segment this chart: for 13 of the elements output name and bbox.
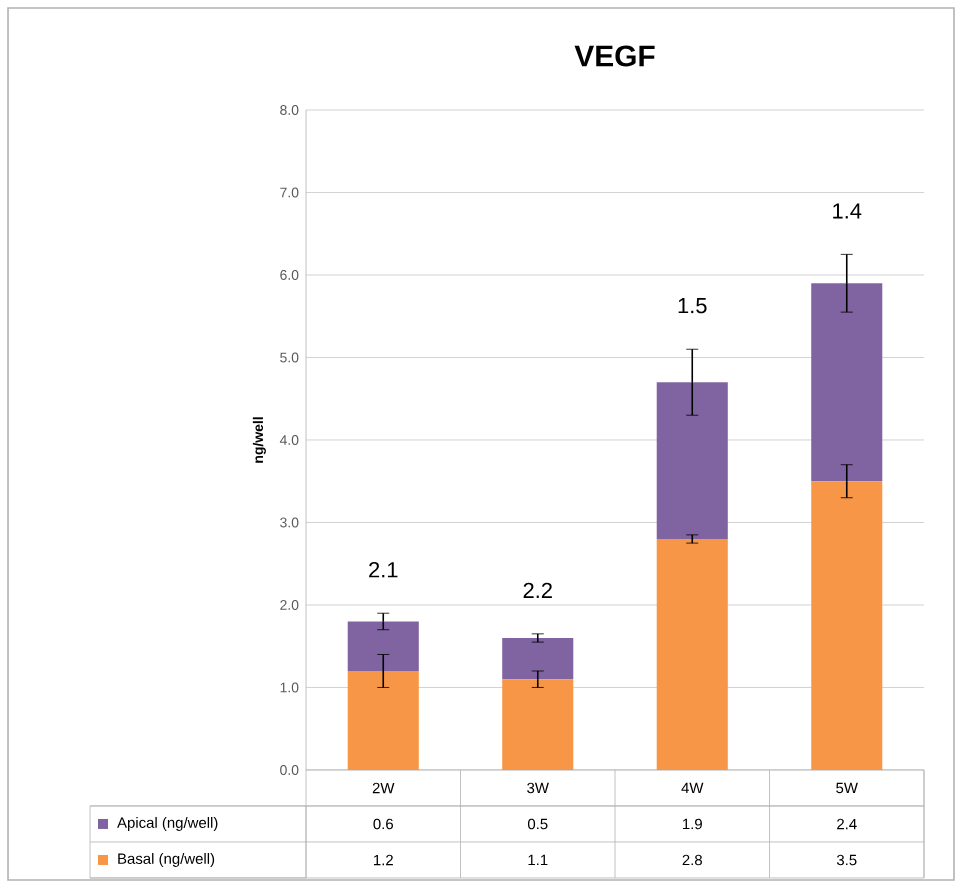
bar bbox=[502, 637, 574, 680]
chart-title: VEGF bbox=[574, 45, 655, 67]
bar bbox=[656, 382, 728, 539]
bar bbox=[811, 481, 883, 770]
bar bbox=[347, 621, 419, 671]
bar bbox=[811, 283, 883, 482]
bar bbox=[502, 679, 574, 770]
annotation: 2.1 bbox=[369, 562, 398, 578]
annotation: 1.4 bbox=[833, 203, 862, 219]
bar bbox=[656, 538, 728, 770]
annotation: 2.2 bbox=[523, 582, 552, 598]
bar bbox=[347, 670, 419, 770]
annotation: 1.5 bbox=[678, 298, 707, 314]
